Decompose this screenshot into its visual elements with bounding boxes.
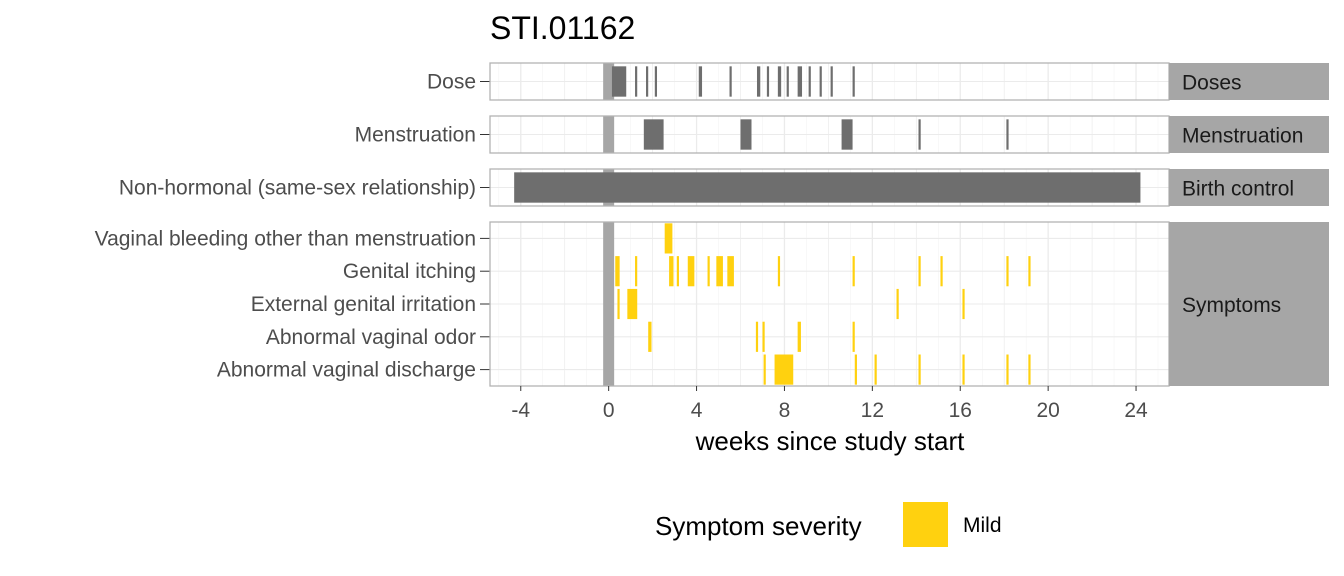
legend-swatch-mild bbox=[903, 502, 948, 547]
strip-label-symptoms: Symptoms bbox=[1182, 294, 1281, 317]
event-abnormal-vaginal-odor bbox=[755, 321, 759, 352]
event-external-genital-irritation bbox=[627, 288, 638, 320]
x-axis: -4 0 4 8 12 16 20 24 bbox=[511, 386, 1148, 422]
row-label-genital-itching: Genital itching bbox=[343, 260, 476, 283]
event-abnormal-vaginal-discharge bbox=[854, 354, 857, 385]
strip-background bbox=[1169, 222, 1329, 386]
row-label-dose: Dose bbox=[427, 71, 476, 94]
row-label-external-genital-irritation: External genital irritation bbox=[251, 293, 476, 316]
event-abnormal-vaginal-discharge bbox=[874, 354, 877, 385]
event-abnormal-vaginal-discharge bbox=[774, 354, 794, 385]
event-abnormal-vaginal-odor bbox=[797, 321, 801, 352]
x-tick-label: 0 bbox=[603, 399, 615, 422]
panel-birth-control: Non-hormonal (same-sex relationship) Birt… bbox=[119, 168, 1329, 207]
x-tick-label: 24 bbox=[1124, 399, 1148, 422]
event-abnormal-vaginal-discharge bbox=[763, 354, 766, 385]
strip-label-birth-control: Birth control bbox=[1182, 178, 1294, 201]
event-dose bbox=[729, 66, 732, 97]
event-genital-itching bbox=[707, 256, 710, 287]
event-dose bbox=[646, 66, 649, 97]
event-genital-itching bbox=[1006, 256, 1009, 287]
event-dose bbox=[635, 66, 638, 97]
panel-menstruation: Menstruation Menstruation bbox=[355, 115, 1329, 154]
event-dose bbox=[654, 66, 658, 97]
row-label-vaginal-bleeding-other-than-menstruation: Vaginal bleeding other than menstruation bbox=[95, 227, 476, 250]
event-external-genital-irritation bbox=[896, 288, 899, 320]
row-label-non-hormonal-same-sex-relationship: Non-hormonal (same-sex relationship) bbox=[119, 177, 476, 200]
event-abnormal-vaginal-discharge bbox=[962, 354, 965, 385]
event-genital-itching bbox=[687, 256, 695, 287]
event-dose bbox=[786, 66, 789, 97]
legend: Symptom severity Mild bbox=[655, 502, 1002, 547]
event-abnormal-vaginal-discharge bbox=[1028, 354, 1031, 385]
event-dose bbox=[830, 66, 833, 97]
row-label-abnormal-vaginal-discharge: Abnormal vaginal discharge bbox=[217, 359, 476, 382]
legend-title: Symptom severity bbox=[655, 511, 862, 541]
study-start-band bbox=[603, 63, 615, 100]
x-tick-label: 12 bbox=[861, 399, 884, 422]
panel-doses: Dose Doses bbox=[427, 62, 1329, 101]
study-start-band bbox=[603, 116, 615, 153]
event-dose bbox=[777, 66, 782, 97]
event-menstruation bbox=[918, 119, 921, 150]
event-external-genital-irritation bbox=[617, 288, 620, 320]
event-external-genital-irritation bbox=[962, 288, 965, 320]
panel-symptoms: Vaginal bleeding other than menstruation… bbox=[95, 221, 1329, 387]
event-genital-itching bbox=[676, 256, 679, 287]
strip-background bbox=[1169, 63, 1329, 100]
event-genital-itching bbox=[615, 256, 620, 287]
event-genital-itching bbox=[727, 256, 734, 287]
x-axis-label: weeks since study start bbox=[695, 426, 966, 456]
event-genital-itching bbox=[716, 256, 723, 287]
x-tick-label: 4 bbox=[691, 399, 703, 422]
event-non-hormonal-same-sex-relationship bbox=[514, 172, 1141, 203]
event-dose bbox=[852, 66, 855, 97]
strip-background bbox=[1169, 169, 1329, 206]
event-dose bbox=[698, 66, 703, 97]
chart-panels: Dose Doses Menstruation Menstruation Non-hor… bbox=[95, 62, 1329, 387]
event-genital-itching bbox=[918, 256, 921, 287]
event-menstruation bbox=[1006, 119, 1009, 150]
chart-title: STI.01162 bbox=[490, 10, 635, 46]
event-abnormal-vaginal-odor bbox=[852, 321, 855, 352]
event-dose bbox=[808, 66, 811, 97]
event-menstruation bbox=[740, 119, 752, 150]
study-start-band bbox=[603, 222, 615, 386]
event-genital-itching bbox=[669, 256, 674, 287]
event-genital-itching bbox=[635, 256, 638, 287]
event-menstruation bbox=[643, 119, 664, 150]
row-label-abnormal-vaginal-odor: Abnormal vaginal odor bbox=[266, 326, 476, 349]
event-genital-itching bbox=[1028, 256, 1031, 287]
event-menstruation bbox=[841, 119, 853, 150]
strip-label-menstruation: Menstruation bbox=[1182, 125, 1303, 148]
x-tick-label: 8 bbox=[779, 399, 791, 422]
event-dose bbox=[819, 66, 822, 97]
x-tick-label: 20 bbox=[1036, 399, 1059, 422]
legend-label-mild: Mild bbox=[963, 514, 1002, 537]
event-abnormal-vaginal-odor bbox=[648, 321, 652, 352]
row-label-menstruation: Menstruation bbox=[355, 124, 476, 147]
event-dose bbox=[797, 66, 803, 97]
event-genital-itching bbox=[777, 256, 781, 287]
event-vaginal-bleeding-other-than-menstruation bbox=[664, 223, 673, 254]
event-genital-itching bbox=[940, 256, 943, 287]
x-tick-label: -4 bbox=[511, 399, 530, 422]
event-dose bbox=[611, 66, 627, 97]
x-tick-label: 16 bbox=[949, 399, 972, 422]
event-dose bbox=[766, 66, 770, 97]
event-genital-itching bbox=[852, 256, 855, 287]
strip-background bbox=[1169, 116, 1329, 153]
event-abnormal-vaginal-discharge bbox=[1006, 354, 1009, 385]
event-dose bbox=[756, 66, 761, 97]
event-abnormal-vaginal-odor bbox=[762, 321, 765, 352]
strip-label-doses: Doses bbox=[1182, 72, 1242, 95]
event-abnormal-vaginal-discharge bbox=[918, 354, 921, 385]
